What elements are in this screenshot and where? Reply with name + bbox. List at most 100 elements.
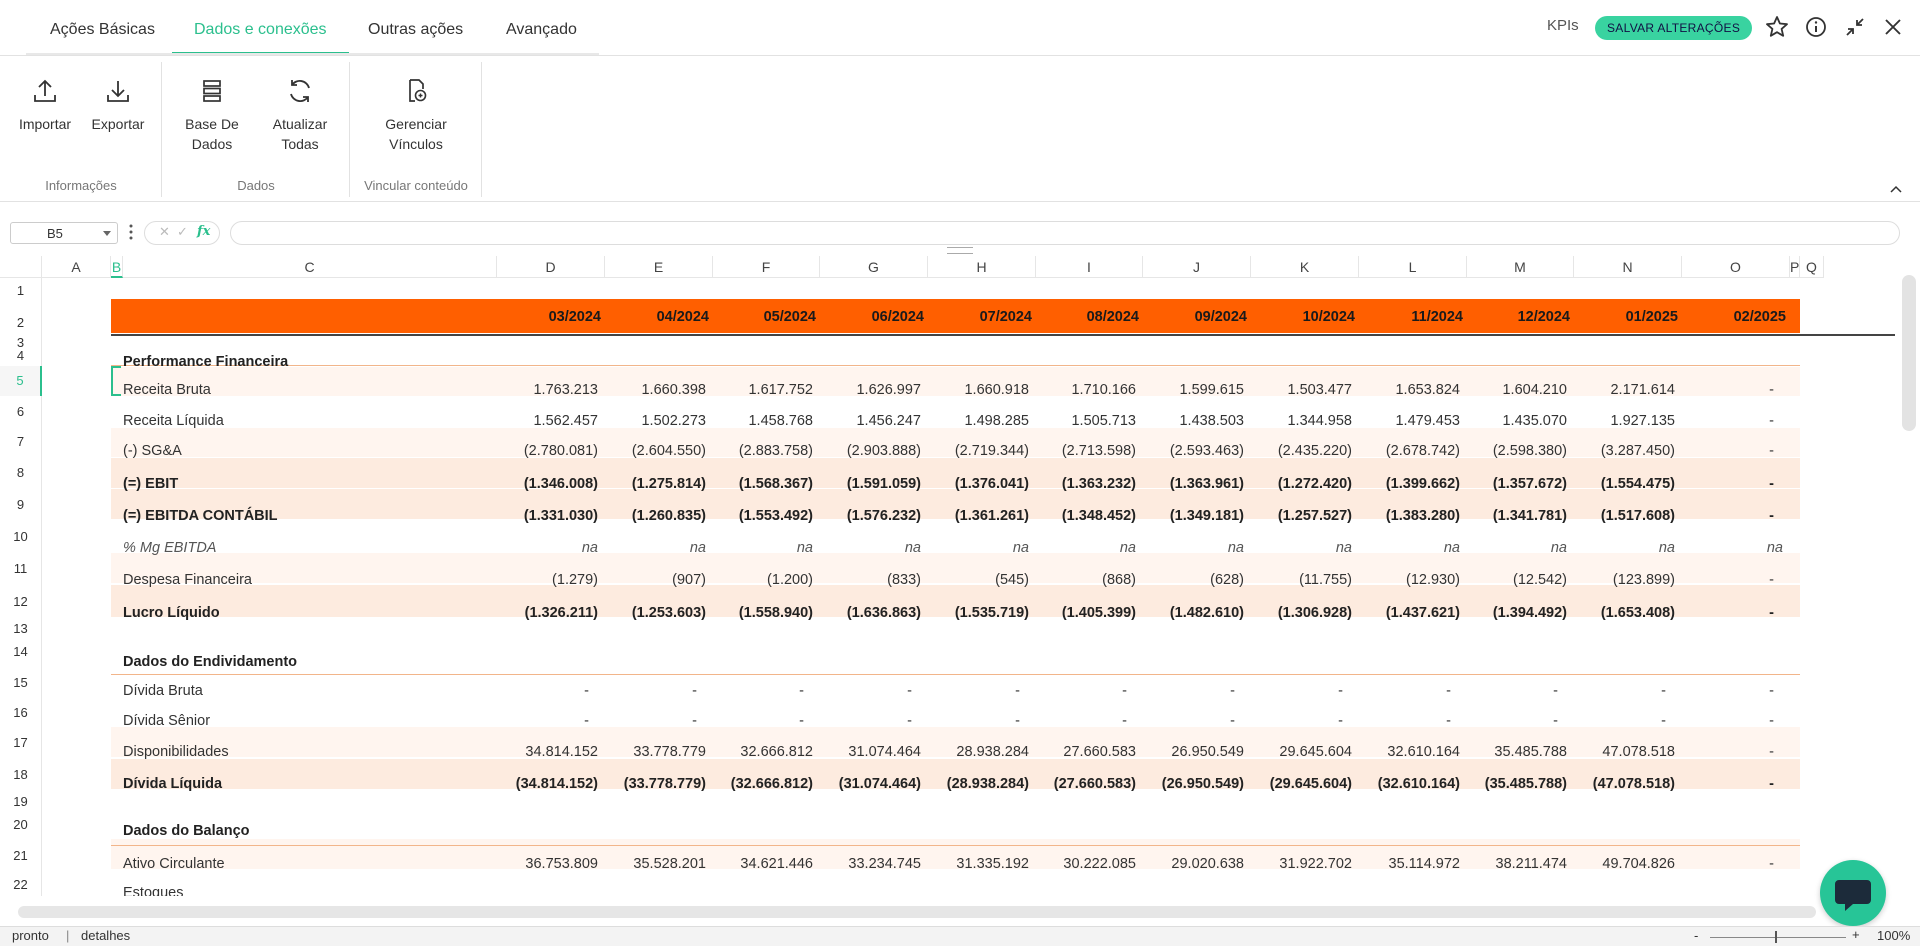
row-header-7[interactable]: 7: [0, 426, 42, 456]
database-button[interactable]: Base De Dados: [172, 76, 252, 156]
value-cell[interactable]: -: [1122, 683, 1127, 699]
value-cell[interactable]: (1.394.492): [1492, 605, 1567, 621]
value-cell[interactable]: 1.617.752: [748, 382, 813, 398]
value-cell[interactable]: (1.253.603): [631, 605, 706, 621]
chat-button[interactable]: [1820, 860, 1886, 926]
value-cell[interactable]: -: [1769, 413, 1774, 429]
value-cell[interactable]: (1.591.059): [846, 476, 921, 492]
value-cell[interactable]: 1.562.457: [533, 413, 598, 429]
value-cell[interactable]: (2.593.463): [1169, 443, 1244, 459]
value-cell[interactable]: -: [692, 683, 697, 699]
value-cell[interactable]: 1.344.958: [1287, 413, 1352, 429]
value-cell[interactable]: -: [1122, 713, 1127, 729]
value-cell[interactable]: (1.275.814): [631, 476, 706, 492]
import-button[interactable]: Importar: [5, 76, 85, 132]
value-cell[interactable]: 36.753.809: [525, 856, 598, 872]
row-label-divida-liquida[interactable]: Dívida Líquida: [123, 776, 223, 792]
row-header-12[interactable]: 12: [0, 584, 42, 618]
value-cell[interactable]: (1.346.008): [523, 476, 598, 492]
value-cell[interactable]: (1.279): [552, 572, 598, 588]
horizontal-scrollbar[interactable]: [18, 906, 1816, 918]
row-label-receita-liquida[interactable]: Receita Líquida: [123, 413, 224, 429]
value-cell[interactable]: 1.505.713: [1071, 413, 1136, 429]
row-header-21[interactable]: 21: [0, 838, 42, 870]
value-cell[interactable]: na: [1227, 540, 1244, 556]
value-cell[interactable]: na: [1766, 540, 1783, 556]
value-cell[interactable]: (907): [672, 572, 706, 588]
row-header-8[interactable]: 8: [0, 456, 42, 488]
value-cell[interactable]: (2.435.220): [1277, 443, 1352, 459]
value-cell[interactable]: (2.719.344): [954, 443, 1029, 459]
value-cell[interactable]: -: [799, 683, 804, 699]
value-cell[interactable]: 34.621.446: [740, 856, 813, 872]
row-header-16[interactable]: 16: [0, 696, 42, 726]
value-cell[interactable]: 1.435.070: [1502, 413, 1567, 429]
value-cell[interactable]: -: [1769, 572, 1774, 588]
row-header-18[interactable]: 18: [0, 758, 42, 790]
value-cell[interactable]: 26.950.549: [1171, 744, 1244, 760]
export-button[interactable]: Exportar: [78, 76, 158, 132]
column-header-b[interactable]: B: [111, 256, 123, 278]
row-label-despesa-financeira[interactable]: Despesa Financeira: [123, 572, 252, 588]
column-header-p[interactable]: P: [1790, 256, 1800, 278]
row-label-mg-ebitda[interactable]: % Mg EBITDA: [123, 540, 217, 556]
value-cell[interactable]: 28.938.284: [956, 744, 1029, 760]
row-header-2[interactable]: 2: [0, 298, 42, 334]
value-cell[interactable]: 1.626.997: [856, 382, 921, 398]
value-cell[interactable]: -: [1446, 683, 1451, 699]
value-cell[interactable]: (868): [1102, 572, 1136, 588]
period-header[interactable]: 06/2024: [871, 309, 924, 325]
value-cell[interactable]: (2.780.081): [523, 443, 598, 459]
value-cell[interactable]: (628): [1210, 572, 1244, 588]
value-cell[interactable]: 35.114.972: [1388, 856, 1461, 872]
row-header-1[interactable]: 1: [0, 278, 42, 298]
value-cell[interactable]: -: [1230, 683, 1235, 699]
value-cell[interactable]: 1.438.503: [1179, 413, 1244, 429]
value-cell[interactable]: (1.326.211): [524, 605, 598, 621]
column-header-n[interactable]: N: [1574, 256, 1682, 278]
value-cell[interactable]: (1.482.610): [1169, 605, 1244, 621]
value-cell[interactable]: 1.604.210: [1502, 382, 1567, 398]
column-header-a[interactable]: A: [42, 256, 111, 278]
value-cell[interactable]: -: [799, 713, 804, 729]
column-header-e[interactable]: E: [605, 256, 713, 278]
tab-acoes-basicas[interactable]: Ações Básicas: [50, 21, 155, 38]
row-header-6[interactable]: 6: [0, 396, 42, 426]
value-cell[interactable]: -: [1015, 683, 1020, 699]
value-cell[interactable]: (1.405.399): [1061, 605, 1136, 621]
column-header-o[interactable]: O: [1682, 256, 1790, 278]
close-icon[interactable]: [1880, 14, 1906, 40]
value-cell[interactable]: (1.535.719): [954, 605, 1029, 621]
value-cell[interactable]: (2.883.758): [738, 443, 813, 459]
column-header-g[interactable]: G: [820, 256, 928, 278]
value-cell[interactable]: (1.357.672): [1492, 476, 1567, 492]
value-cell[interactable]: 27.660.583: [1063, 744, 1136, 760]
value-cell[interactable]: 1.503.477: [1287, 382, 1352, 398]
value-cell[interactable]: (1.341.781): [1492, 508, 1567, 524]
value-cell[interactable]: (12.930): [1405, 572, 1460, 588]
status-details[interactable]: detalhes: [81, 928, 131, 943]
name-box[interactable]: B5: [10, 222, 118, 244]
value-cell[interactable]: 30.222.085: [1063, 856, 1136, 872]
collapse-ribbon-icon[interactable]: [1890, 183, 1902, 195]
value-cell[interactable]: na: [904, 540, 921, 556]
collapse-window-icon[interactable]: [1842, 14, 1868, 40]
row-header-10[interactable]: 10: [0, 520, 42, 552]
value-cell[interactable]: 34.814.152: [525, 744, 598, 760]
function-icon[interactable]: fx: [197, 224, 211, 239]
chevron-down-icon[interactable]: [103, 231, 111, 236]
row-label-ebitda[interactable]: (=) EBITDA CONTÁBIL: [123, 508, 278, 524]
value-cell[interactable]: (11.755): [1299, 572, 1352, 588]
value-cell[interactable]: -: [1553, 683, 1558, 699]
value-cell[interactable]: -: [1338, 713, 1343, 729]
value-cell[interactable]: -: [1553, 713, 1558, 729]
period-header[interactable]: 03/2024: [548, 309, 601, 325]
info-icon[interactable]: [1803, 14, 1829, 40]
value-cell[interactable]: (1.363.232): [1061, 476, 1136, 492]
vertical-scroll-thumb[interactable]: [1902, 275, 1916, 431]
value-cell[interactable]: -: [1769, 744, 1774, 760]
value-cell[interactable]: -: [1661, 683, 1666, 699]
value-cell[interactable]: 1.763.213: [533, 382, 598, 398]
value-cell[interactable]: 32.666.812: [740, 744, 813, 760]
value-cell[interactable]: -: [1015, 713, 1020, 729]
